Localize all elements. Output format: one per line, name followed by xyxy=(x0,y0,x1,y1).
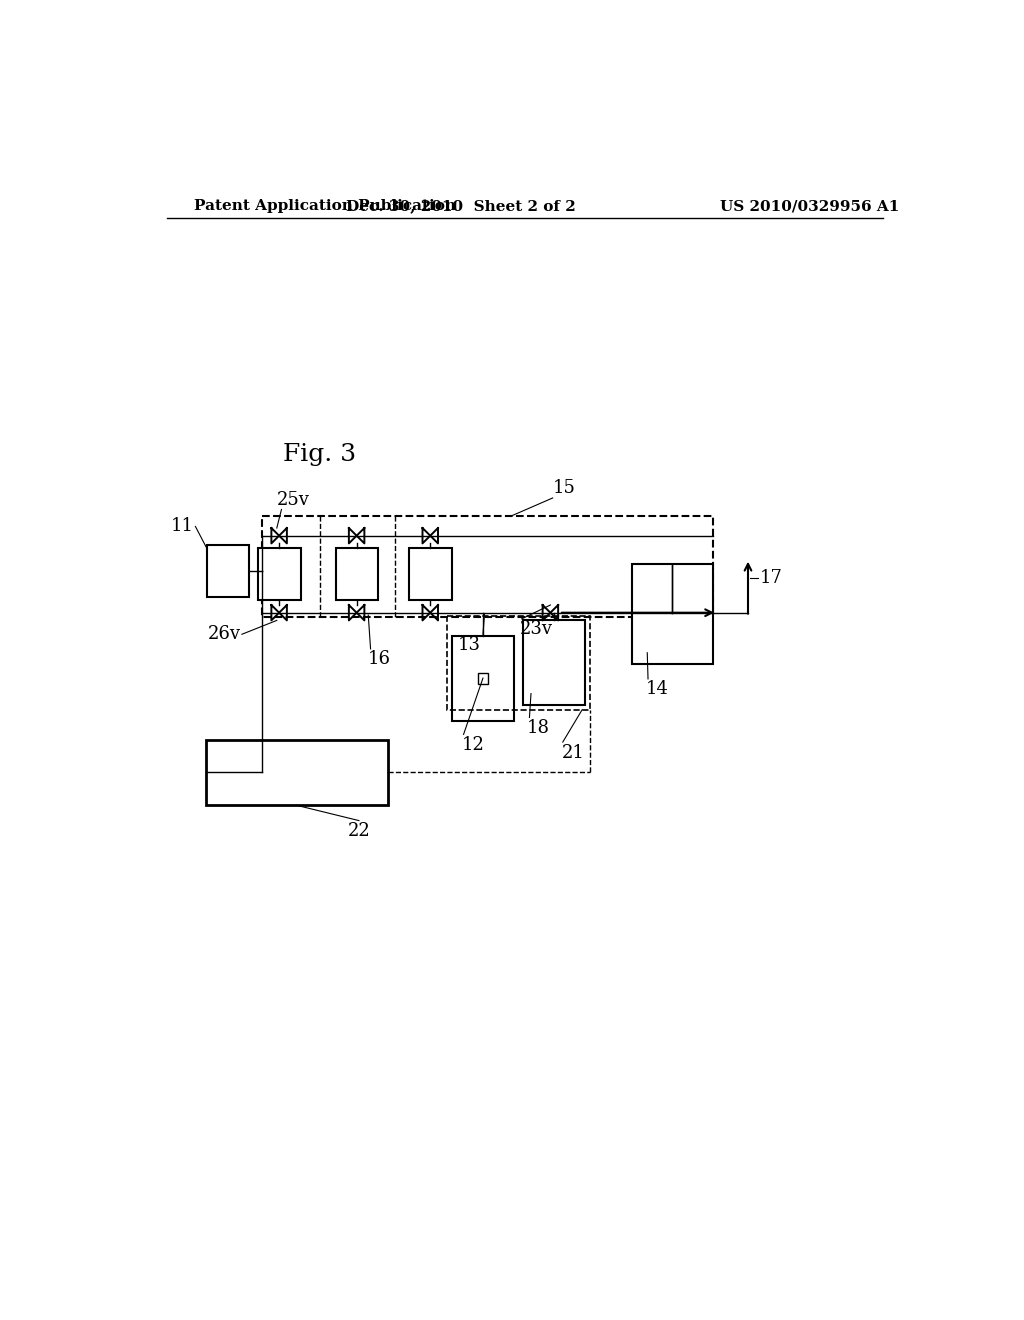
Text: 22: 22 xyxy=(347,822,371,840)
Text: 11: 11 xyxy=(171,517,194,536)
Bar xyxy=(258,548,301,601)
Text: 26v: 26v xyxy=(208,626,241,643)
Text: Dec. 30, 2010  Sheet 2 of 2: Dec. 30, 2010 Sheet 2 of 2 xyxy=(346,199,577,213)
Text: US 2010/0329956 A1: US 2010/0329956 A1 xyxy=(720,199,900,213)
Bar xyxy=(336,548,378,601)
Text: 15: 15 xyxy=(553,479,575,498)
Text: 21: 21 xyxy=(562,743,585,762)
Text: Fig. 3: Fig. 3 xyxy=(283,444,356,466)
Text: 12: 12 xyxy=(461,737,484,754)
Bar xyxy=(523,620,586,705)
Bar xyxy=(452,636,514,721)
Text: 16: 16 xyxy=(369,649,391,668)
Bar xyxy=(477,673,488,684)
Text: 17: 17 xyxy=(760,569,782,587)
Text: 14: 14 xyxy=(646,681,669,698)
Bar xyxy=(207,545,249,597)
Bar xyxy=(447,615,590,710)
Text: 23v: 23v xyxy=(519,620,552,639)
Text: 13: 13 xyxy=(458,636,480,653)
Bar xyxy=(410,548,452,601)
Text: 18: 18 xyxy=(527,719,550,737)
Bar xyxy=(262,516,713,616)
Text: Patent Application Publication: Patent Application Publication xyxy=(194,199,456,213)
Text: 25v: 25v xyxy=(276,491,309,508)
Bar xyxy=(206,739,388,805)
Bar xyxy=(632,564,713,664)
